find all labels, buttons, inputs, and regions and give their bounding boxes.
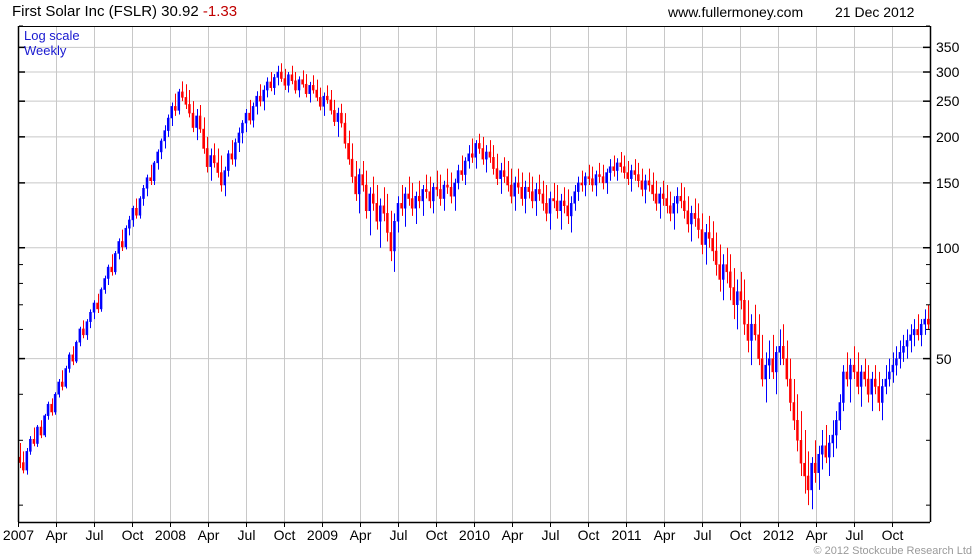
x-axis-tick-label: 2007 <box>2 527 35 543</box>
y-axis-tick-label: 250 <box>936 93 960 110</box>
site-url-label: www.fullermoney.com <box>668 4 804 20</box>
x-axis-tick-label: Oct <box>273 527 296 543</box>
x-axis-tick-label: Apr <box>805 527 828 543</box>
x-axis-tick-label: Oct <box>577 527 600 543</box>
copyright-label: © 2012 Stockcube Research Ltd <box>813 545 972 557</box>
y-axis-tick-label: 200 <box>936 128 960 145</box>
y-axis-tick-label: 150 <box>936 174 960 191</box>
x-axis-tick-label: 2009 <box>306 527 339 543</box>
x-axis-tick-label: Oct <box>121 527 144 543</box>
x-axis-tick-label: 2010 <box>458 527 491 543</box>
x-axis-tick-label: Jul <box>85 527 104 543</box>
x-axis-tick-label: Apr <box>45 527 68 543</box>
log-scale-annotation: Log scale <box>24 28 80 43</box>
chart-date-label: 21 Dec 2012 <box>835 4 915 20</box>
x-axis-tick-label: Oct <box>881 527 904 543</box>
x-axis-tick-label: Jul <box>541 527 560 543</box>
x-axis-tick-label: Jul <box>237 527 256 543</box>
y-axis-tick-label: 50 <box>936 350 952 367</box>
x-axis-tick-label: Jul <box>845 527 864 543</box>
x-axis-tick-label: Apr <box>197 527 220 543</box>
y-axis-tick-label: 300 <box>936 64 960 80</box>
x-axis-tick-label: Apr <box>349 527 372 543</box>
x-axis-tick-label: Jul <box>693 527 712 543</box>
instrument-label: First Solar Inc (FSLR) 30.92 <box>12 3 199 20</box>
x-axis-tick-label: Apr <box>501 527 524 543</box>
price-change-label: -1.33 <box>202 3 238 20</box>
y-axis-tick-label: 100 <box>936 239 960 256</box>
y-axis-tick-label: 350 <box>936 39 960 56</box>
x-axis-tick-label: 2012 <box>762 527 795 543</box>
x-axis-tick-label: 2011 <box>611 527 642 543</box>
x-axis-tick-label: Jul <box>389 527 408 543</box>
chart-title: First Solar Inc (FSLR) 30.92 -1.33 <box>12 2 237 22</box>
x-axis-tick-label: Apr <box>653 527 676 543</box>
x-axis-tick-label: Oct <box>729 527 752 543</box>
x-axis-tick-label: Oct <box>425 527 448 543</box>
weekly-annotation: Weekly <box>24 43 67 58</box>
x-axis-tick-label: 2008 <box>154 527 187 543</box>
